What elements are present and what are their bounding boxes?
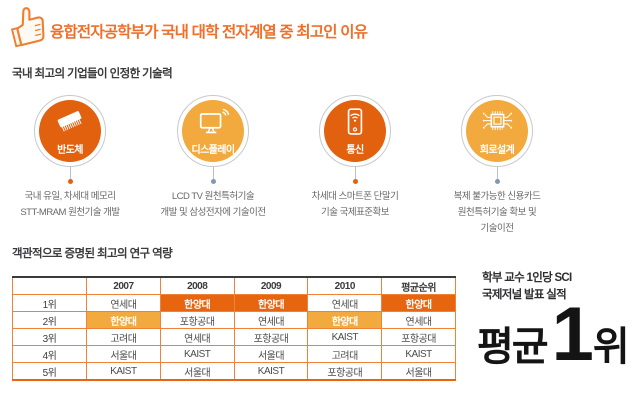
circuit-chip-icon — [482, 111, 513, 131]
tech-item-semiconductor: 반도체 국내 유일, 차세대 메모리 STT-MRAM 원천기술 개발 — [0, 95, 145, 221]
table-cell: 고려대 — [86, 328, 161, 346]
average-rank-unit: 위 — [592, 325, 630, 369]
circle-ring: 통신 — [319, 95, 391, 167]
tech-circle: 반도체 — [39, 100, 101, 162]
connector-dot — [210, 179, 216, 184]
table-cell: 서울대 — [233, 345, 309, 363]
average-rank-prefix: 평균 — [477, 325, 549, 369]
table-cell: 연세대 — [307, 294, 383, 312]
header-cell: 2007 — [86, 276, 161, 295]
table-cell: KAIST — [381, 345, 456, 363]
tech-circle: 디스플레이 — [182, 100, 244, 162]
tech-circle-label: 회로설계 — [479, 145, 515, 156]
table-cell: 한양대 — [381, 294, 456, 312]
table-cell: 연세대 — [233, 311, 309, 329]
header-cell: 2008 — [159, 276, 235, 295]
display-icon — [199, 108, 230, 134]
table-cell: KAIST — [233, 362, 309, 381]
table-cell: 고려대 — [307, 345, 383, 363]
research-section-heading: 객관적으로 증명된 최고의 연구 역량 — [12, 248, 173, 260]
average-rank-display: 평균 1 위 — [477, 292, 630, 377]
table-cell: 서울대 — [86, 345, 161, 363]
connector-line — [354, 167, 356, 179]
table-cell: KAIST — [307, 328, 383, 346]
table-cell: 연세대 — [86, 294, 161, 312]
connector-dot — [352, 179, 358, 184]
smartphone-wifi-icon — [347, 108, 363, 135]
tech-description: LCD TV 원천특허기술 개발 및 삼성전자에 기술이전 — [160, 191, 266, 219]
header-cell — [12, 276, 87, 295]
tech-description: 국내 유일, 차세대 메모리 STT-MRAM 원천기술 개발 — [20, 191, 120, 219]
table-cell: 연세대 — [381, 311, 456, 329]
tech-circle: 통신 — [324, 100, 386, 162]
tech-item-communication: 통신 차세대 스마트폰 단말기 기술 국제표준확보 — [280, 95, 430, 221]
rank-cell: 4위 — [12, 345, 87, 363]
table-cell: 한양대 — [233, 294, 309, 312]
average-rank-number: 1 — [551, 292, 594, 377]
table-cell: 한양대 — [86, 311, 161, 329]
rank-cell: 2위 — [12, 311, 87, 329]
tech-description: 차세대 스마트폰 단말기 기술 국제표준확보 — [311, 191, 399, 219]
sci-journal-label: 학부 교수 1인당 SCI 국제저널 발표 실적 — [482, 270, 572, 305]
thumbs-up-icon — [3, 2, 49, 50]
tech-description: 복제 불가능한 신용카드 원천특허기술 확보 및 기술이전 — [453, 191, 541, 235]
table-row: 2위 한양대 포항공대 연세대 한양대 연세대 — [12, 311, 456, 329]
sci-label-line1: 학부 교수 1인당 SCI — [482, 272, 572, 284]
tech-circle-label: 디스플레이 — [191, 145, 235, 156]
connector-line — [496, 167, 498, 179]
connector-dot — [494, 179, 500, 184]
ranking-table: 2007 2008 2009 2010 평균순위 1위 연세대 한양대 한양대 … — [12, 276, 456, 381]
table-cell: 포항공대 — [381, 328, 456, 346]
header-cell: 2010 — [307, 276, 383, 295]
table-header-row: 2007 2008 2009 2010 평균순위 — [12, 276, 456, 295]
tech-item-circuit-design: 회로설계 복제 불가능한 신용카드 원천특허기술 확보 및 기술이전 — [422, 95, 572, 237]
table-cell: 포항공대 — [307, 362, 383, 381]
sci-label-line2: 국제저널 발표 실적 — [482, 289, 567, 302]
rank-cell: 5위 — [12, 362, 87, 381]
table-cell: 서울대 — [159, 362, 235, 381]
rank-cell: 3위 — [12, 328, 87, 346]
connector-line — [69, 167, 71, 179]
circle-ring: 반도체 — [34, 95, 106, 167]
tech-item-display: 디스플레이 LCD TV 원천특허기술 개발 및 삼성전자에 기술이전 — [138, 95, 288, 221]
tech-circle-label: 통신 — [346, 145, 364, 156]
table-cell: KAIST — [159, 345, 235, 363]
rank-cell: 1위 — [12, 294, 87, 312]
table-cell: 서울대 — [381, 362, 456, 381]
header-cell: 2009 — [233, 276, 309, 295]
circle-ring: 회로설계 — [461, 95, 533, 167]
table-row: 5위 KAIST 서울대 KAIST 포항공대 서울대 — [12, 362, 456, 381]
table-cell: 포항공대 — [159, 311, 235, 329]
table-row: 3위 고려대 연세대 포항공대 KAIST 포항공대 — [12, 328, 456, 346]
table-cell: 연세대 — [159, 328, 235, 346]
memory-chip-icon — [57, 111, 83, 132]
table-row: 1위 연세대 한양대 한양대 연세대 한양대 — [12, 294, 456, 312]
tech-circle-label: 반도체 — [57, 145, 83, 156]
tech-section-heading: 국내 최고의 기업들이 인정한 기술력 — [12, 68, 173, 80]
table-row: 4위 서울대 KAIST 서울대 고려대 KAIST — [12, 345, 456, 363]
page-title: 융합전자공학부가 국내 대학 전자계열 중 최고인 이유 — [50, 24, 368, 41]
header-cell: 평균순위 — [381, 276, 456, 295]
table-cell: 한양대 — [159, 294, 235, 312]
table-cell: 포항공대 — [233, 328, 309, 346]
connector-line — [212, 167, 214, 179]
table-cell: KAIST — [86, 362, 161, 381]
circle-ring: 디스플레이 — [177, 95, 249, 167]
table-cell: 한양대 — [307, 311, 383, 329]
tech-circle: 회로설계 — [466, 100, 528, 162]
connector-dot — [67, 179, 73, 184]
